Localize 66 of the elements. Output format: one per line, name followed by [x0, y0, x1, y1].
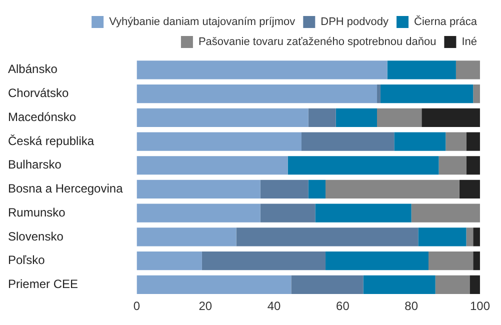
bar — [136, 156, 288, 175]
bar — [136, 228, 236, 246]
bar — [377, 84, 380, 104]
bar — [326, 180, 460, 199]
bar — [438, 156, 466, 175]
bar — [136, 204, 260, 222]
x-tick-label: 80 — [404, 299, 418, 314]
bar — [473, 252, 480, 270]
bar — [302, 132, 394, 151]
bar — [387, 60, 456, 80]
y-tick-label: Albánsko — [8, 62, 58, 76]
bar — [456, 60, 480, 80]
y-tick-label: Bulharsko — [8, 158, 62, 172]
bar — [260, 180, 308, 199]
bar — [459, 180, 480, 199]
bar — [363, 275, 436, 294]
bar — [435, 275, 470, 294]
bar — [202, 252, 326, 270]
bar — [473, 84, 480, 104]
y-tick-label: Rumunsko — [8, 205, 66, 220]
bar — [291, 275, 364, 294]
bar — [470, 275, 480, 294]
bar — [136, 275, 292, 294]
bar — [136, 60, 388, 80]
bar — [136, 252, 202, 270]
x-tick-label: 60 — [336, 299, 350, 314]
y-tick-label: Macedónsko — [8, 110, 76, 124]
bar — [428, 252, 474, 270]
x-tick-label: 40 — [267, 299, 282, 314]
bar — [446, 132, 466, 151]
bar — [308, 108, 336, 127]
y-tick-label: Poľsko — [8, 253, 46, 268]
bar — [422, 108, 480, 127]
y-tick-label: Priemer CEE — [8, 276, 78, 291]
bar — [326, 252, 428, 270]
y-tick-label: Chorvátsko — [8, 86, 70, 100]
bar — [418, 228, 466, 246]
bar — [288, 156, 439, 175]
y-tick-label: Bosna a Hercegovina — [8, 182, 124, 196]
bar — [136, 180, 260, 199]
x-tick-label: 20 — [198, 299, 212, 314]
bar — [377, 108, 422, 127]
bar — [336, 108, 378, 127]
bar — [411, 204, 480, 222]
bar — [136, 132, 302, 151]
bar — [308, 180, 326, 199]
y-tick-label: Česká republika — [8, 134, 94, 148]
bar — [466, 228, 474, 246]
bar — [136, 108, 308, 127]
bar — [466, 132, 480, 151]
legend-label: Pašovanie tovaru zaťaženého spotrebnou daňou — [198, 36, 436, 48]
bar — [466, 156, 480, 175]
legend-label: DPH podvody — [320, 16, 390, 28]
x-tick-label: 0 — [133, 299, 140, 314]
bar — [136, 84, 378, 104]
bar — [380, 84, 474, 104]
legend-label: Čierna práca — [414, 15, 478, 28]
bar — [394, 132, 446, 151]
bar — [315, 204, 412, 222]
legend-label: Vyhýbanie daniam utajovaním príjmov — [109, 16, 296, 28]
bar — [236, 228, 418, 246]
legend-label: Iné — [462, 36, 478, 48]
bar — [473, 228, 480, 246]
y-tick-label: Slovensko — [8, 229, 64, 244]
x-tick-label: 100 — [470, 299, 490, 314]
bar — [260, 204, 316, 222]
